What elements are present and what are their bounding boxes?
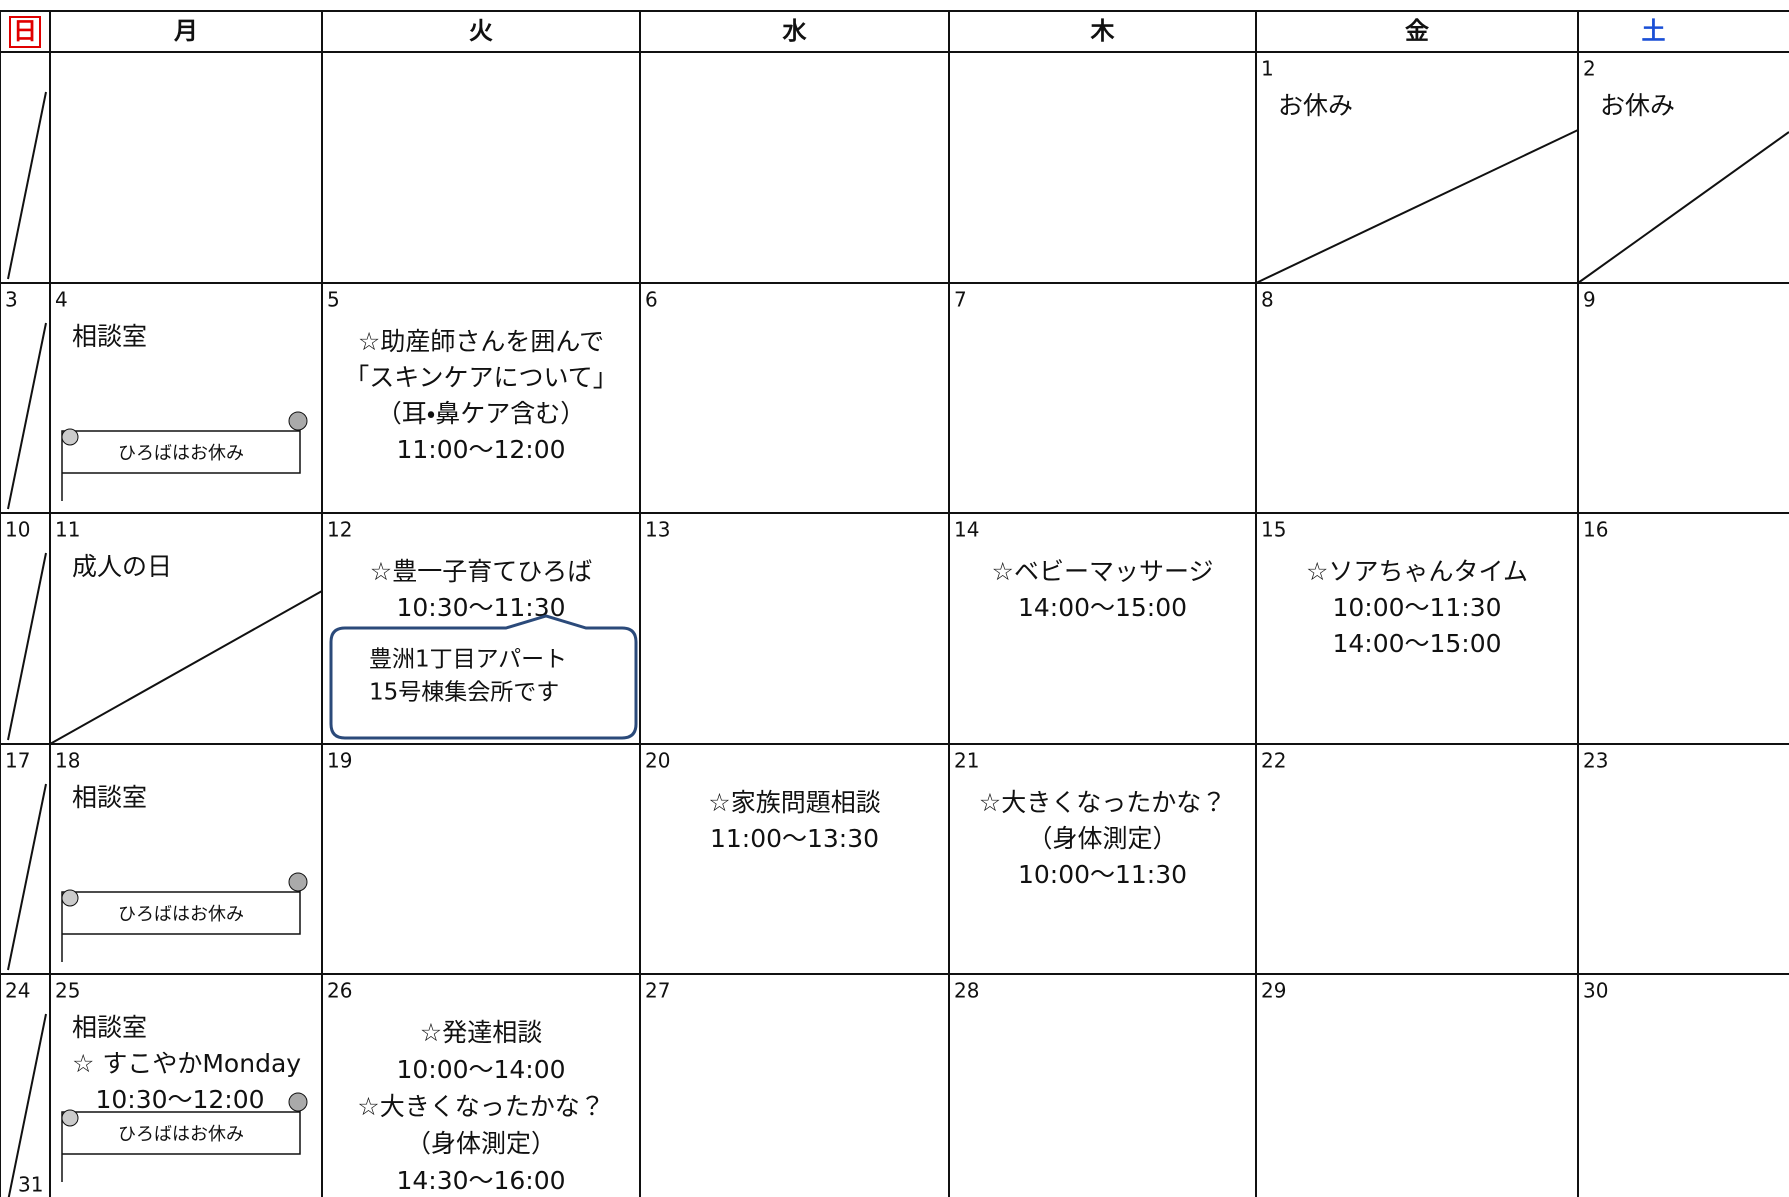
day-number: 26 xyxy=(327,979,352,1003)
day-number: 24 xyxy=(5,979,30,1003)
day-number: 7 xyxy=(954,288,967,312)
event-text: 相談室 xyxy=(72,322,147,351)
event-text: ☆豊一子育てひろば xyxy=(370,557,592,586)
day-number: 29 xyxy=(1261,979,1286,1003)
event-text: ☆家族問題相談 xyxy=(708,788,880,817)
diagonal xyxy=(7,552,47,741)
day-number: 4 xyxy=(55,288,68,312)
event-text: 10:30～12:00 xyxy=(95,1085,264,1114)
weekday-header: 水 xyxy=(782,17,808,45)
banner-curl xyxy=(61,1109,79,1127)
day-number: 19 xyxy=(327,749,352,773)
event-text: 10:00～14:00 xyxy=(396,1055,565,1084)
day-number: 31 xyxy=(18,1173,43,1197)
day-number: 25 xyxy=(55,979,80,1003)
banner-curl xyxy=(288,1092,308,1112)
sunday-box xyxy=(9,16,41,48)
note-text: 豊洲1丁目アパート xyxy=(369,647,567,673)
weekday-header: 木 xyxy=(1090,17,1116,45)
diagonal xyxy=(7,91,47,280)
day-number: 16 xyxy=(1583,518,1608,542)
day-number: 21 xyxy=(954,749,979,773)
day-number: 8 xyxy=(1261,288,1274,312)
note-callout xyxy=(329,614,638,740)
event-text: 14:30～16:00 xyxy=(396,1166,565,1195)
event-text: ☆ベビーマッサージ xyxy=(992,557,1214,586)
day-number: 23 xyxy=(1583,749,1608,773)
event-text: ☆ すこやかMonday xyxy=(72,1049,301,1078)
event-text: お休み xyxy=(1278,91,1353,120)
event-text: 14:00～15:00 xyxy=(1332,629,1501,658)
event-text: 11:00～13:30 xyxy=(710,824,879,853)
day-number: 11 xyxy=(55,518,80,542)
weekday-header: 金 xyxy=(1405,17,1429,45)
event-text: ☆大きくなったかな？ xyxy=(357,1092,604,1121)
day-number: 9 xyxy=(1583,288,1596,312)
banner-curl xyxy=(288,872,308,892)
diagonal xyxy=(7,1013,47,1197)
day-number: 12 xyxy=(327,518,352,542)
day-number: 1 xyxy=(1261,57,1274,81)
weekday-header: 日 xyxy=(13,17,37,45)
event-text: 11:00～12:00 xyxy=(396,435,565,464)
event-text: 成人の日 xyxy=(72,552,172,581)
event-text: ☆大きくなったかな？ xyxy=(979,788,1226,817)
weekday-header: 土 xyxy=(1642,17,1666,45)
day-number: 22 xyxy=(1261,749,1286,773)
day-number: 18 xyxy=(55,749,80,773)
event-text: （身体測定） xyxy=(406,1129,556,1158)
event-text: 10:00～11:30 xyxy=(1332,593,1501,622)
banner-curl xyxy=(61,889,79,907)
weekday-header: 月 xyxy=(173,17,198,45)
day-number: 6 xyxy=(645,288,658,312)
day-number: 14 xyxy=(954,518,979,542)
event-text: ☆ソアちゃんタイム xyxy=(1306,557,1528,586)
weekday-header: 火 xyxy=(469,17,493,45)
day-number: 5 xyxy=(327,288,340,312)
day-number: 2 xyxy=(1583,57,1596,81)
event-text: ☆助産師さんを囲んで xyxy=(358,327,604,356)
day-number: 15 xyxy=(1261,518,1286,542)
day-number: 27 xyxy=(645,979,670,1003)
banner-text: ひろばはお休み xyxy=(118,1124,244,1145)
day-number: 30 xyxy=(1583,979,1608,1003)
day-number: 3 xyxy=(5,288,18,312)
diagonal xyxy=(1577,131,1789,284)
banner-curl xyxy=(288,411,308,431)
banner-text: ひろばはお休み xyxy=(118,904,244,925)
note-text: 15号棟集会所です xyxy=(369,680,559,706)
diagonal xyxy=(49,590,323,745)
day-number: 10 xyxy=(5,518,30,542)
event-text: 相談室 xyxy=(72,783,147,812)
day-number: 28 xyxy=(954,979,979,1003)
event-text: 「スキンケアについて」 xyxy=(344,363,618,392)
diagonal xyxy=(1255,129,1579,284)
diagonal xyxy=(7,322,47,510)
day-number: 13 xyxy=(645,518,670,542)
event-text: 10:00～11:30 xyxy=(1018,860,1187,889)
day-number: 17 xyxy=(5,749,30,773)
diagonal xyxy=(7,783,47,971)
event-text: ☆発達相談 xyxy=(420,1018,542,1047)
day-number: 20 xyxy=(645,749,670,773)
event-text: お休み xyxy=(1600,91,1675,120)
banner-text: ひろばはお休み xyxy=(118,443,244,464)
event-text: （身体測定） xyxy=(1027,824,1177,853)
banner-curl xyxy=(61,428,79,446)
event-text: 相談室 xyxy=(72,1013,147,1042)
event-text: （耳・鼻ケア含む） xyxy=(377,399,586,428)
event-text: 14:00～15:00 xyxy=(1018,593,1187,622)
